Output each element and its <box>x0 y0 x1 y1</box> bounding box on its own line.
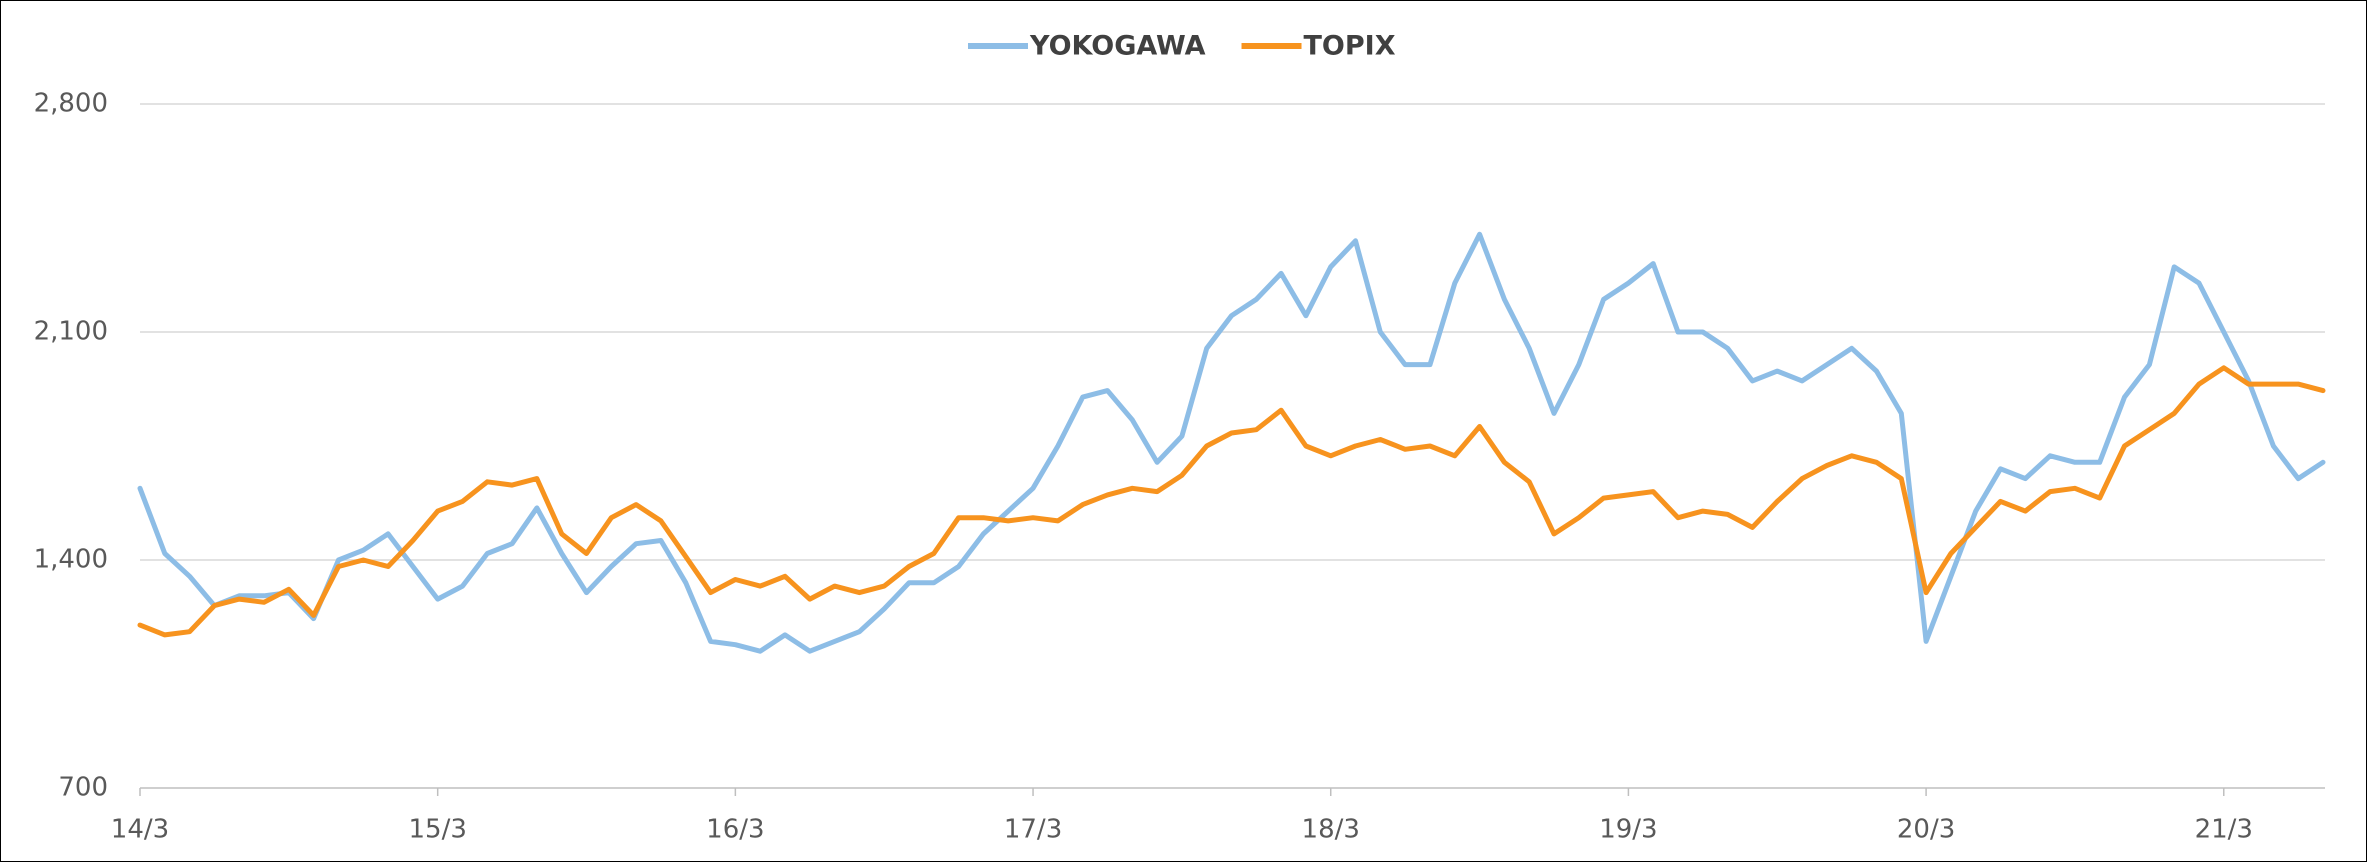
x-tick-label: 18/3 <box>1302 815 1360 845</box>
x-tick-label: 15/3 <box>408 815 466 845</box>
y-tick-label: 2,800 <box>34 89 108 119</box>
x-tick-label: 16/3 <box>706 815 764 845</box>
x-tick-label: 21/3 <box>2195 815 2253 845</box>
x-tick-label: 17/3 <box>1004 815 1062 845</box>
legend-text: YOKOGAWA <box>1029 31 1206 62</box>
y-tick-label: 700 <box>58 773 108 803</box>
y-tick-label: 1,400 <box>34 545 108 575</box>
x-tick-label: 19/3 <box>1599 815 1657 845</box>
x-tick-label: 14/3 <box>111 815 169 845</box>
line-series <box>137 365 2326 638</box>
y-tick-label: 2,100 <box>34 317 108 347</box>
legend-text: TOPIX <box>1304 31 1396 62</box>
line-series <box>137 231 2326 654</box>
x-tick-label: 20/3 <box>1897 815 1955 845</box>
